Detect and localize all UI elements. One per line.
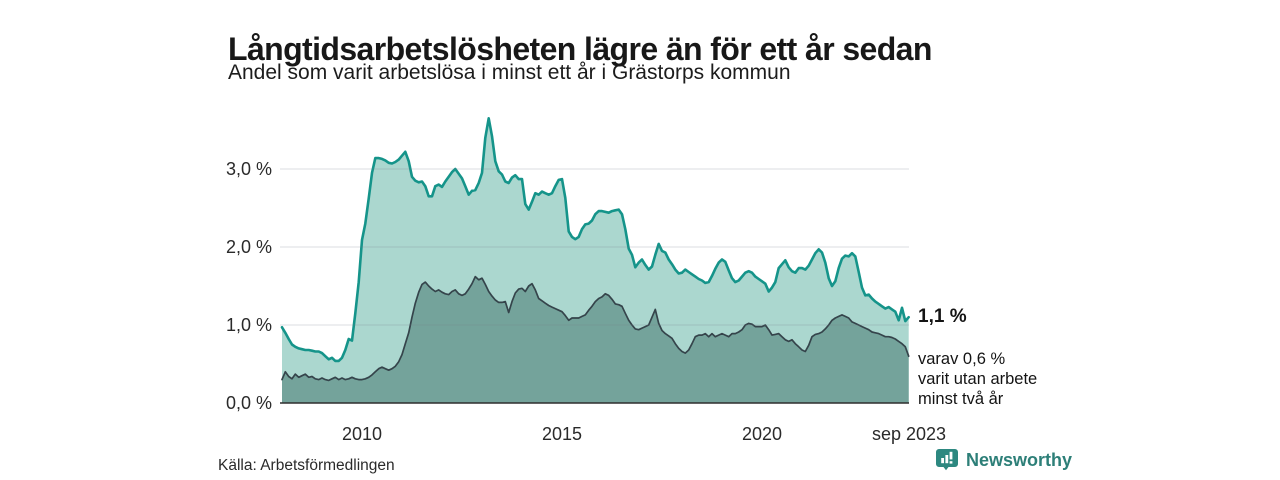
y-tick-0: 0,0 % <box>225 393 272 413</box>
x-tick-sep-2023: sep 2023 <box>871 424 947 444</box>
newsworthy-brand-text: Newsworthy <box>966 449 1073 470</box>
y-tick-2: 2,0 % <box>225 237 272 257</box>
x-tick-2020: 2020 <box>741 424 783 444</box>
newsworthy-logo-icon <box>936 449 958 471</box>
y-tick-3: 3,0 % <box>225 159 272 179</box>
page-subtitle: Andel som varit arbetslösa i minst ett å… <box>228 61 791 84</box>
line-minst-ett-ar <box>280 117 910 363</box>
area-minst-tva-ar <box>282 276 909 403</box>
end-value-label: 1,1 % <box>918 306 967 327</box>
x-tick-2010: 2010 <box>341 424 383 444</box>
end-sub-annotation: varav 0,6 % varit utan arbete minst två … <box>918 349 1037 409</box>
line-minst-tva-ar <box>281 275 910 382</box>
end-sub-line-1: varav 0,6 % <box>918 350 1006 368</box>
source-label: Källa: Arbetsförmedlingen <box>218 457 395 474</box>
end-sub-line-3: minst två år <box>918 390 1004 408</box>
newsworthy-brand: Newsworthy <box>935 448 1072 472</box>
end-sub-line-2: varit utan arbete <box>918 370 1038 388</box>
gridlines <box>280 168 909 326</box>
x-tick-2015: 2015 <box>541 424 583 444</box>
y-tick-1: 1,0 % <box>225 315 272 335</box>
page-title: Långtidsarbetslösheten lägre än för ett … <box>228 31 932 68</box>
